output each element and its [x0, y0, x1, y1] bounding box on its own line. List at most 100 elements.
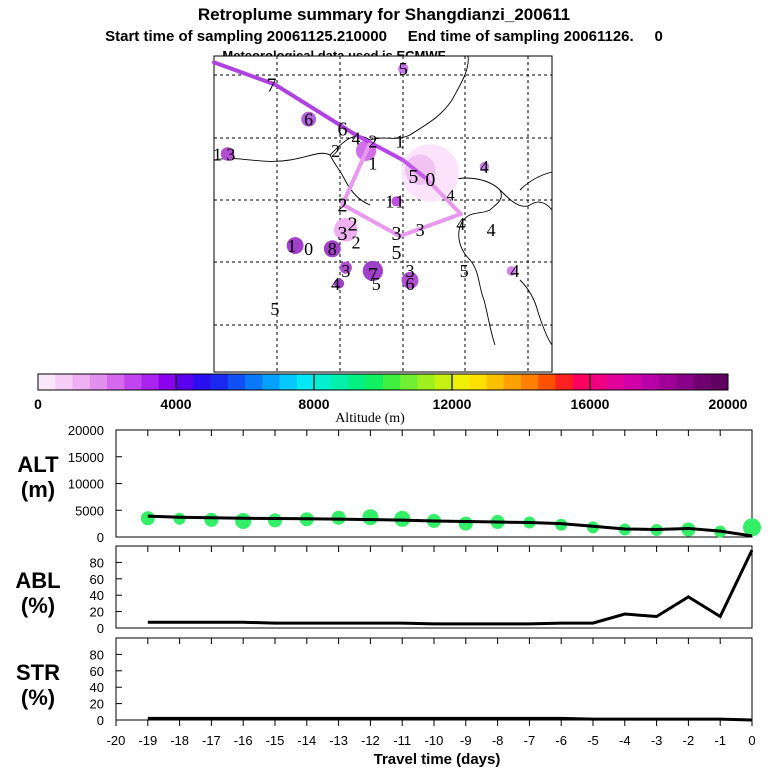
colorbar-cell — [659, 374, 677, 390]
x-tick-label: -19 — [138, 733, 157, 748]
colorbar-cell — [624, 374, 643, 390]
plume-blob — [333, 217, 358, 242]
altitude-point — [362, 509, 379, 526]
plume-blob — [362, 260, 383, 282]
plume-blob — [301, 111, 317, 127]
y-tick-label: 10000 — [68, 477, 104, 492]
altitude-point — [235, 512, 252, 529]
track-segment — [397, 212, 463, 239]
day-label: 3 — [226, 144, 235, 164]
track-segment — [340, 202, 402, 239]
day-label: 2 — [337, 195, 347, 217]
colorbar-cell — [55, 374, 73, 390]
day-label: 6 — [304, 110, 313, 130]
colorbar-tick-label: 8000 — [298, 396, 329, 412]
x-tick-label: -12 — [361, 733, 380, 748]
day-label: 0 — [425, 169, 435, 191]
colorbar-cell — [503, 374, 522, 390]
day-label: 3 — [392, 223, 402, 245]
colorbar-frame — [37, 373, 729, 391]
track-segment — [212, 60, 277, 87]
colorbar-cell — [227, 374, 246, 390]
y-axis-label: ABL (%) — [15, 568, 60, 618]
day-label: 5 — [399, 59, 408, 79]
day-label: 5 — [460, 261, 469, 281]
day-label: 5 — [372, 274, 381, 294]
colorbar-cell — [590, 374, 608, 390]
day-label: 4 — [351, 128, 360, 148]
day-label: 1 — [368, 154, 377, 174]
y-tick-label: 0 — [97, 621, 104, 636]
x-tick-label: -13 — [329, 733, 348, 748]
altitude-point — [140, 511, 155, 526]
panel-frame — [115, 637, 753, 721]
plume-blob — [333, 278, 345, 289]
colorbar-cell — [383, 374, 401, 390]
x-tick-label: -6 — [555, 733, 567, 748]
x-tick-label: -11 — [393, 733, 411, 748]
plume-blob — [401, 271, 419, 289]
altitude-point — [458, 516, 473, 531]
colorbar-tick-label: 4000 — [160, 396, 191, 412]
x-tick-label: -7 — [524, 733, 536, 748]
day-label: 5 — [392, 242, 402, 264]
y-tick-label: 5000 — [75, 503, 104, 518]
day-label: 1 — [395, 192, 404, 212]
colorbar-cell — [107, 374, 125, 390]
y-tick-label: 80 — [90, 647, 104, 662]
colorbar-cell — [141, 374, 160, 390]
altitude-panel: 20000 15000 10000 5000 0 ALT (m) — [17, 423, 761, 545]
colorbar-cell — [72, 374, 91, 390]
day-label: 4 — [487, 220, 496, 240]
map-frame — [213, 55, 553, 373]
colorbar-label: Altitude (m) — [335, 411, 405, 426]
x-tick-label: -14 — [297, 733, 316, 748]
day-label: 1 — [385, 192, 394, 212]
y-tick-label: 40 — [90, 588, 104, 603]
x-tick-label: -2 — [683, 733, 695, 748]
colorbar-cell — [400, 374, 418, 390]
day-label: 2 — [348, 213, 358, 235]
colorbar-cell — [607, 374, 625, 390]
plume-blob — [323, 240, 341, 258]
day-label: 3 — [416, 220, 425, 240]
colorbar-cell — [365, 374, 384, 390]
map-gridlines — [214, 56, 552, 372]
colorbar-cell — [262, 374, 280, 390]
x-tick-label: -15 — [266, 733, 285, 748]
coastline-borders — [213, 55, 553, 346]
day-label: 4 — [447, 188, 455, 205]
colorbar-cell — [641, 374, 660, 390]
series-line — [147, 549, 754, 626]
day-label: 4 — [456, 214, 465, 234]
x-tick-label: -5 — [587, 733, 599, 748]
track-segment — [401, 158, 429, 182]
colorbar-cell — [693, 374, 712, 390]
colorbar-cell — [331, 374, 349, 390]
day-label: 4 — [331, 274, 340, 294]
colorbar-cell — [279, 374, 298, 390]
colorbar-tick-label: 20000 — [709, 396, 748, 412]
track-segment — [272, 82, 358, 137]
altitude-mean-line — [147, 514, 753, 538]
y-tick-label: 20000 — [68, 423, 104, 438]
colorbar-cell — [572, 374, 591, 390]
track-segment — [353, 133, 406, 163]
x-tick-label: -8 — [492, 733, 504, 748]
y-tick-label: 60 — [90, 664, 104, 679]
colorbar-cell — [38, 374, 56, 390]
plume-blob — [391, 196, 402, 207]
y-tick-label: 15000 — [68, 450, 104, 465]
altitude-point — [743, 518, 761, 537]
x-tick-label: -16 — [234, 733, 253, 748]
colorbar-cell — [158, 374, 177, 390]
plume-blob — [398, 63, 409, 74]
day-label: 1 — [395, 132, 404, 152]
day-label: 4 — [510, 261, 519, 281]
colorbar-cell — [176, 374, 194, 390]
colorbar-tick-label: 12000 — [433, 396, 472, 412]
day-label: 4 — [480, 157, 489, 177]
